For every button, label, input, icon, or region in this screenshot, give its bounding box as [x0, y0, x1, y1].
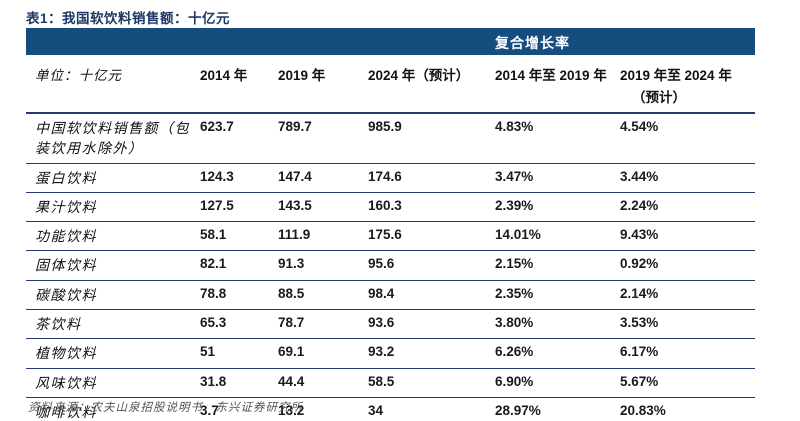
value-cagr-2019-2024: 6.17% [616, 338, 755, 369]
value-2024-forecast: 985.9 [364, 113, 491, 164]
value-cagr-2019-2024: 9.43% [616, 221, 755, 252]
row-label: 植物饮料 [26, 338, 196, 369]
table-row: 植物饮料 51 69.1 93.2 6.26% 6.17% [26, 338, 755, 369]
row-label: 咖啡饮料 [26, 397, 196, 421]
row-label: 功能饮料 [26, 221, 196, 252]
value-2019: 111.9 [274, 221, 364, 252]
value-2024-forecast: 34 [364, 397, 491, 421]
table-row: 风味饮料 31.8 44.4 58.5 6.90% 5.67% [26, 368, 755, 398]
row-label: 茶饮料 [26, 309, 196, 340]
value-cagr-2014-2019: 2.15% [491, 250, 616, 281]
row-label: 固体饮料 [26, 250, 196, 281]
value-cagr-2019-2024: 0.92% [616, 250, 755, 281]
value-2014: 82.1 [196, 250, 274, 281]
value-2019: 69.1 [274, 338, 364, 369]
value-2019: 78.7 [274, 309, 364, 340]
table-row: 茶饮料 65.3 78.7 93.6 3.80% 3.53% [26, 309, 755, 340]
header-2014: 2014 年 [196, 55, 274, 114]
value-2024-forecast: 98.4 [364, 280, 491, 311]
value-cagr-2019-2024: 5.67% [616, 368, 755, 398]
table-row: 蛋白饮料 124.3 147.4 174.6 3.47% 3.44% [26, 163, 755, 193]
value-2019: 13.2 [274, 397, 364, 421]
row-label: 蛋白饮料 [26, 163, 196, 193]
table-row: 咖啡饮料 3.7 13.2 34 28.97% 20.83% [26, 397, 755, 421]
value-2024-forecast: 175.6 [364, 221, 491, 252]
value-2019: 44.4 [274, 368, 364, 398]
table-row: 果汁饮料 127.5 143.5 160.3 2.39% 2.24% [26, 192, 755, 223]
figure-title: 表1：我国软饮料销售额：十亿元 [26, 7, 230, 27]
column-header-row: 单位：十亿元 2014 年 2019 年 2024 年（预计） 2014 年至 … [26, 55, 755, 114]
value-2024-forecast: 93.2 [364, 338, 491, 369]
value-2019: 147.4 [274, 163, 364, 193]
value-2024-forecast: 95.6 [364, 250, 491, 281]
table-row: 功能饮料 58.1 111.9 175.6 14.01% 9.43% [26, 221, 755, 252]
value-2024-forecast: 93.6 [364, 309, 491, 340]
value-2019: 143.5 [274, 192, 364, 223]
value-2019: 789.7 [274, 113, 364, 164]
row-label: 碳酸饮料 [26, 280, 196, 311]
value-cagr-2014-2019: 6.90% [491, 368, 616, 398]
group-header-cagr: 复合增长率 [495, 35, 570, 51]
header-cagr-2019-2024-line1: 2019 年至 2024 年 [620, 68, 732, 83]
value-2014: 78.8 [196, 280, 274, 311]
value-2014: 58.1 [196, 221, 274, 252]
value-2014: 51 [196, 338, 274, 369]
row-label: 中国软饮料销售额（包装饮用水除外） [26, 113, 196, 164]
header-2019: 2019 年 [274, 55, 364, 114]
figure-label: 表1： [26, 11, 63, 26]
soft-drink-sales-table: 单位：十亿元 2014 年 2019 年 2024 年（预计） 2014 年至 … [26, 55, 755, 421]
value-cagr-2014-2019: 3.80% [491, 309, 616, 340]
value-cagr-2014-2019: 14.01% [491, 221, 616, 252]
header-cagr-2014-2019: 2014 年至 2019 年 [491, 55, 616, 114]
value-2014: 3.7 [196, 397, 274, 421]
value-cagr-2019-2024: 3.44% [616, 163, 755, 193]
table-body: 中国软饮料销售额（包装饮用水除外） 623.7 789.7 985.9 4.83… [26, 113, 755, 421]
row-label: 果汁饮料 [26, 192, 196, 223]
table-row: 碳酸饮料 78.8 88.5 98.4 2.35% 2.14% [26, 280, 755, 311]
header-2024-forecast: 2024 年（预计） [364, 55, 491, 114]
value-2024-forecast: 160.3 [364, 192, 491, 223]
value-cagr-2019-2024: 2.14% [616, 280, 755, 311]
source-note: 资料来源：农夫山泉招股说明书、东兴证券研究所 [28, 400, 303, 414]
table-container: 复合增长率 单位：十亿元 2014 年 2019 年 2024 年（预计） 20… [26, 28, 755, 421]
header-unit: 单位：十亿元 [26, 55, 196, 114]
value-2014: 127.5 [196, 192, 274, 223]
figure-title-text: 我国软饮料销售额：十亿元 [62, 11, 231, 26]
value-2024-forecast: 58.5 [364, 368, 491, 398]
value-2019: 88.5 [274, 280, 364, 311]
table-row: 固体饮料 82.1 91.3 95.6 2.15% 0.92% [26, 250, 755, 281]
value-2014: 623.7 [196, 113, 274, 164]
value-2024-forecast: 174.6 [364, 163, 491, 193]
table-header-bar: 复合增长率 [26, 28, 755, 55]
value-2019: 91.3 [274, 250, 364, 281]
value-cagr-2014-2019: 2.39% [491, 192, 616, 223]
table-head: 单位：十亿元 2014 年 2019 年 2024 年（预计） 2014 年至 … [26, 55, 755, 114]
value-2014: 65.3 [196, 309, 274, 340]
value-cagr-2019-2024: 2.24% [616, 192, 755, 223]
value-cagr-2014-2019: 3.47% [491, 163, 616, 193]
table-row: 中国软饮料销售额（包装饮用水除外） 623.7 789.7 985.9 4.83… [26, 113, 755, 164]
value-2014: 31.8 [196, 368, 274, 398]
row-label: 风味饮料 [26, 368, 196, 398]
value-cagr-2019-2024: 20.83% [616, 397, 755, 421]
value-2014: 124.3 [196, 163, 274, 193]
value-cagr-2014-2019: 4.83% [491, 113, 616, 164]
header-cagr-2019-2024: 2019 年至 2024 年 （预计） [616, 55, 755, 114]
value-cagr-2014-2019: 2.35% [491, 280, 616, 311]
value-cagr-2014-2019: 6.26% [491, 338, 616, 369]
value-cagr-2019-2024: 4.54% [616, 113, 755, 164]
header-cagr-2019-2024-line2: （预计） [632, 90, 686, 105]
value-cagr-2014-2019: 28.97% [491, 397, 616, 421]
value-cagr-2019-2024: 3.53% [616, 309, 755, 340]
